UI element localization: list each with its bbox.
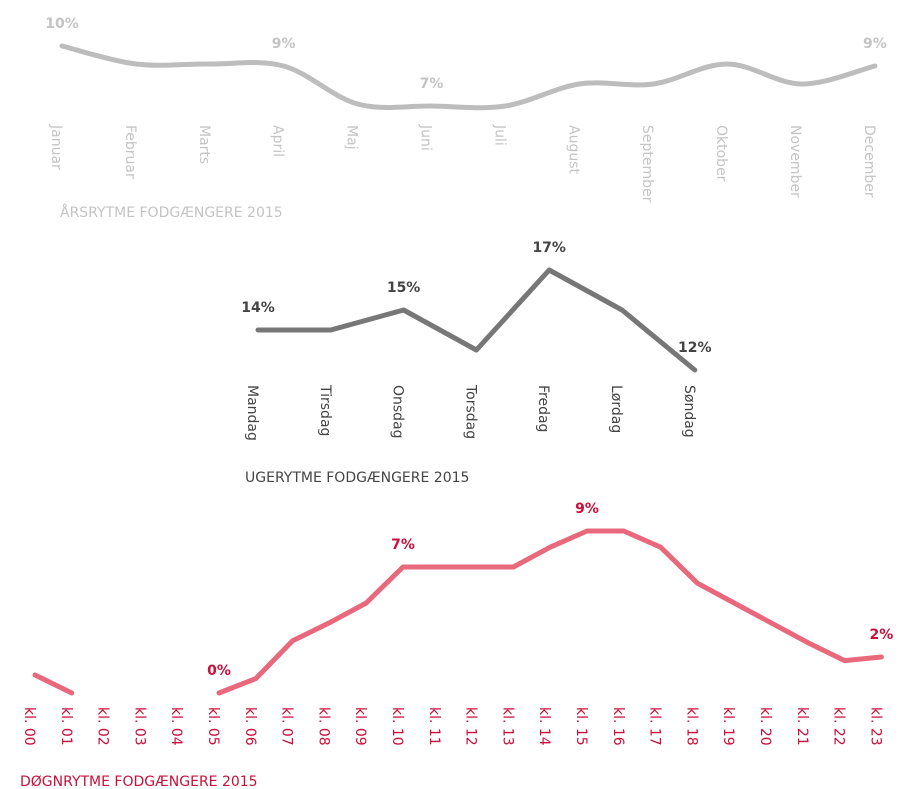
x-tick-label: kl. 00 <box>21 707 37 746</box>
data-label: 9% <box>272 36 296 52</box>
x-tick-label: kl. 06 <box>242 707 258 746</box>
x-tick-label: kl. 02 <box>95 707 111 746</box>
x-tick-label: kl. 15 <box>573 707 589 746</box>
x-tick-label: kl. 19 <box>720 707 736 746</box>
x-tick-label: kl. 13 <box>499 707 515 746</box>
data-label: 9% <box>863 36 887 52</box>
x-tick-label: April <box>270 125 286 157</box>
x-tick-label: November <box>787 125 803 198</box>
x-tick-label: Juli <box>491 124 507 146</box>
x-tick-label: December <box>861 125 877 198</box>
x-tick-label: kl. 08 <box>315 707 331 746</box>
x-tick-label: kl. 23 <box>867 707 883 746</box>
x-tick-label: kl. 11 <box>426 707 442 746</box>
line <box>216 528 884 696</box>
x-tick-label: kl. 07 <box>279 707 295 746</box>
x-tick-label: Tirsdag <box>317 384 333 436</box>
x-tick-label: kl. 21 <box>794 707 810 746</box>
x-tick-label: Søndag <box>681 385 697 438</box>
x-tick-label: Januar <box>48 124 64 170</box>
x-tick-label: kl. 05 <box>205 707 221 746</box>
data-label: 9% <box>575 501 599 517</box>
x-tick-label: kl. 09 <box>352 707 368 746</box>
x-tick-label: kl. 20 <box>757 707 773 746</box>
x-tick-label: kl. 10 <box>389 707 405 746</box>
data-label: 0% <box>207 663 231 679</box>
x-tick-label: kl. 04 <box>168 707 184 746</box>
x-tick-label: kl. 14 <box>536 707 552 746</box>
x-tick-label: Fredag <box>535 385 551 432</box>
x-tick-label: September <box>639 125 655 203</box>
x-tick-label: Onsdag <box>390 385 406 439</box>
x-tick-label: kl. 22 <box>831 707 847 746</box>
x-tick-label: kl. 01 <box>58 707 74 746</box>
x-tick-label: Februar <box>122 125 138 179</box>
x-tick-label: Marts <box>196 125 212 164</box>
x-tick-label: Juni <box>418 124 434 151</box>
x-tick-label: kl. 03 <box>131 707 147 746</box>
data-label: 14% <box>241 300 275 316</box>
chart-title: UGERYTME FODGÆNGERE 2015 <box>245 470 469 486</box>
data-label: 7% <box>420 76 444 92</box>
line <box>32 672 75 696</box>
x-tick-label: kl. 18 <box>683 707 699 746</box>
x-tick-label: August <box>565 125 581 175</box>
data-label: 17% <box>532 240 566 256</box>
x-tick-label: kl. 16 <box>610 707 626 746</box>
data-label: 7% <box>391 537 415 553</box>
chart-title: DØGNRYTME FODGÆNGERE 2015 <box>20 774 258 789</box>
chart-title: ÅRSRYTME FODGÆNGERE 2015 <box>60 204 283 221</box>
x-tick-label: kl. 17 <box>647 707 663 746</box>
x-tick-label: Maj <box>344 125 360 150</box>
x-tick-label: Mandag <box>244 385 260 441</box>
data-label: 2% <box>870 627 894 643</box>
line <box>59 43 878 111</box>
data-label: 15% <box>387 280 421 296</box>
x-tick-label: Lørdag <box>608 385 624 433</box>
data-label: 12% <box>678 340 712 356</box>
x-tick-label: Oktober <box>713 125 729 182</box>
data-label: 10% <box>45 16 79 32</box>
line <box>255 267 698 373</box>
x-tick-label: Torsdag <box>462 384 478 439</box>
x-tick-label: kl. 12 <box>463 707 479 746</box>
